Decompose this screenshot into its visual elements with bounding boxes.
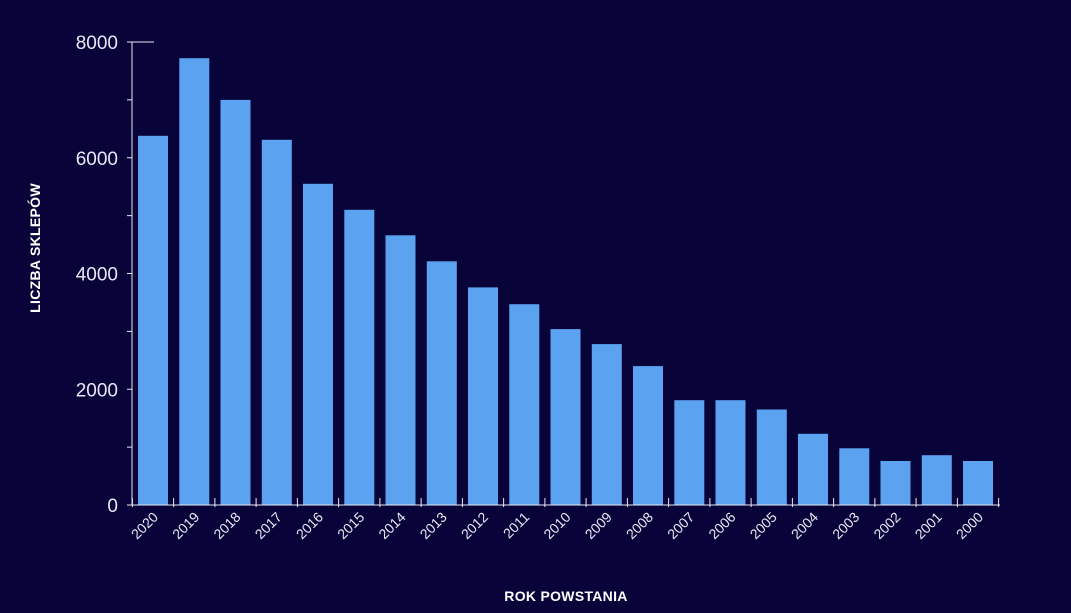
- bar-2017: [261, 139, 292, 506]
- x-tick-label: 2000: [953, 509, 986, 542]
- x-tick-label: 2011: [500, 509, 533, 542]
- x-tick-label: 2007: [664, 509, 697, 542]
- x-tick-label: 2010: [540, 509, 573, 542]
- x-axis-title: ROK POWSTANIA: [504, 588, 627, 604]
- bar-2003: [839, 448, 870, 505]
- bar-2016: [303, 183, 333, 506]
- y-tick-label: 0: [107, 496, 118, 517]
- x-tick-label: 2006: [705, 509, 738, 542]
- x-tick-label: 2015: [334, 509, 367, 542]
- x-tick-label: 2002: [870, 509, 903, 542]
- bar-2011: [509, 304, 540, 505]
- x-tick-label: 2016: [293, 509, 326, 542]
- bar-2001: [921, 455, 952, 505]
- x-tick-label: 2005: [747, 509, 780, 542]
- bar-2020: [138, 135, 168, 506]
- x-tick-label: 2019: [169, 509, 202, 542]
- y-tick-label: 8000: [76, 33, 118, 54]
- axes-group: [127, 41, 1000, 507]
- bar-2019: [179, 58, 210, 505]
- bar-2008: [633, 366, 663, 505]
- bar-2012: [468, 287, 498, 505]
- x-tick-label: 2008: [623, 509, 656, 542]
- bar-2018: [220, 99, 251, 506]
- bar-2005: [756, 409, 787, 505]
- bar-2004: [798, 433, 828, 505]
- x-tick-label: 2017: [252, 509, 285, 542]
- x-tick-label: 2001: [912, 509, 945, 542]
- bar-2010: [550, 329, 581, 505]
- bar-2000: [963, 461, 993, 505]
- bar-2015: [344, 209, 375, 506]
- x-tick-label: 2009: [582, 509, 615, 542]
- bar-2013: [426, 261, 457, 505]
- x-tick-label: 2020: [128, 509, 161, 542]
- x-tick-label: 2012: [458, 509, 491, 542]
- bar-2002: [880, 461, 911, 505]
- x-tick-label: 2013: [417, 509, 450, 542]
- y-axis-title: LICZBA SKLEPÓW: [26, 183, 43, 313]
- x-tick-label: 2018: [210, 509, 243, 542]
- x-tick-label: 2004: [788, 509, 821, 542]
- y-tick-label: 6000: [76, 149, 118, 170]
- y-tick-label: 4000: [76, 265, 118, 286]
- bar-2006: [715, 400, 746, 505]
- bar-2007: [674, 400, 705, 505]
- x-tick-label: 2003: [829, 509, 862, 542]
- y-tick-label: 2000: [76, 380, 118, 401]
- bar-2009: [591, 344, 622, 505]
- bar-2014: [385, 235, 416, 506]
- bars-group: [138, 58, 993, 506]
- x-tick-label: 2014: [375, 509, 408, 542]
